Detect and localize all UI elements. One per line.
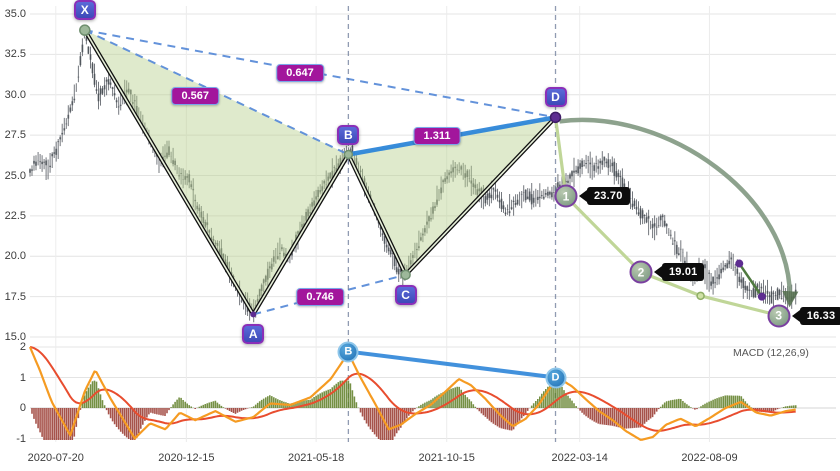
macd-axis-tick: 1	[19, 371, 26, 384]
date-axis-tick: 2021-05-18	[287, 452, 345, 464]
trend-connector	[738, 262, 763, 298]
fib-ratio-label-0-746[interactable]: 0.746	[296, 288, 344, 307]
target-price-tag-3: 16.33	[791, 306, 840, 325]
pattern-point-label-b[interactable]: B	[337, 124, 360, 145]
date-axis-tick: 2020-07-20	[27, 452, 84, 464]
target-marker-3[interactable]: 3	[767, 304, 791, 328]
macd-line	[28, 346, 796, 441]
pattern-point-label-c[interactable]: C	[394, 284, 417, 305]
retracement-line-ac	[253, 273, 406, 316]
vertex-marker-b	[343, 149, 354, 160]
vertex-marker-d	[549, 111, 562, 124]
vertex-marker-x	[79, 24, 91, 36]
pattern-point-label-a[interactable]: A	[242, 324, 265, 345]
price-axis-tick: 35.0	[4, 8, 26, 20]
macd-histogram-positive	[81, 380, 797, 408]
target-price-tag-1: 23.70	[578, 187, 630, 206]
vertex-marker-c	[400, 269, 411, 281]
pattern-triangle-xab	[84, 30, 349, 315]
date-axis-tick: 2022-08-09	[681, 452, 738, 464]
pattern-point-label-d[interactable]: D	[544, 87, 567, 108]
vertex-marker-a	[250, 311, 257, 318]
macd-signal-line	[29, 346, 796, 432]
fib-ratio-label-1-311[interactable]: 1.311	[413, 126, 461, 145]
pattern-triangle-bcd	[348, 117, 556, 275]
projection-arrow	[559, 117, 799, 308]
price-axis-tick: 17.5	[4, 290, 26, 303]
macd-axis-tick: 0	[19, 402, 26, 414]
price-axis-tick: 15.0	[4, 331, 26, 343]
macd-axis-tick: -1	[16, 432, 26, 445]
target-marker-2[interactable]: 2	[629, 260, 653, 284]
target-price-tag-2: 19.01	[653, 263, 705, 282]
macd-indicator-label: MACD (12,26,9)	[733, 347, 809, 359]
price-axis-tick: 25.0	[4, 169, 26, 182]
price-axis-tick: 27.5	[4, 129, 26, 142]
date-axis-tick: 2022-03-14	[551, 452, 608, 464]
price-axis-tick: 20.0	[4, 250, 26, 263]
tag-arrow-icon	[578, 190, 587, 203]
purple-dot-0	[735, 259, 744, 268]
tag-arrow-icon	[791, 309, 800, 322]
macd-axis-tick: 2	[19, 341, 26, 353]
price-axis-tick: 30.0	[4, 88, 26, 101]
target-price-value: 23.70	[586, 187, 630, 206]
date-axis-tick: 2021-10-15	[418, 452, 475, 464]
fib-ratio-label-0-567[interactable]: 0.567	[171, 86, 219, 105]
target-marker-1[interactable]: 1	[554, 184, 578, 208]
macd-bd-line	[348, 349, 556, 380]
purple-dot-1	[757, 292, 766, 301]
path-dot-0	[696, 291, 705, 301]
price-axis-tick: 22.5	[4, 209, 26, 222]
fib-ratio-label-0-647[interactable]: 0.647	[276, 63, 324, 82]
date-axis-tick: 2020-12-15	[158, 452, 215, 464]
macd-histogram-negative	[31, 408, 781, 440]
target-price-value: 19.01	[661, 263, 705, 282]
price-axis-tick: 32.5	[4, 48, 26, 61]
target-price-value: 16.33	[799, 306, 840, 325]
macd-point-b[interactable]: B	[337, 341, 359, 363]
tag-arrow-icon	[653, 266, 662, 279]
pattern-point-label-x[interactable]: X	[73, 0, 96, 21]
macd-point-d[interactable]: D	[545, 367, 566, 388]
